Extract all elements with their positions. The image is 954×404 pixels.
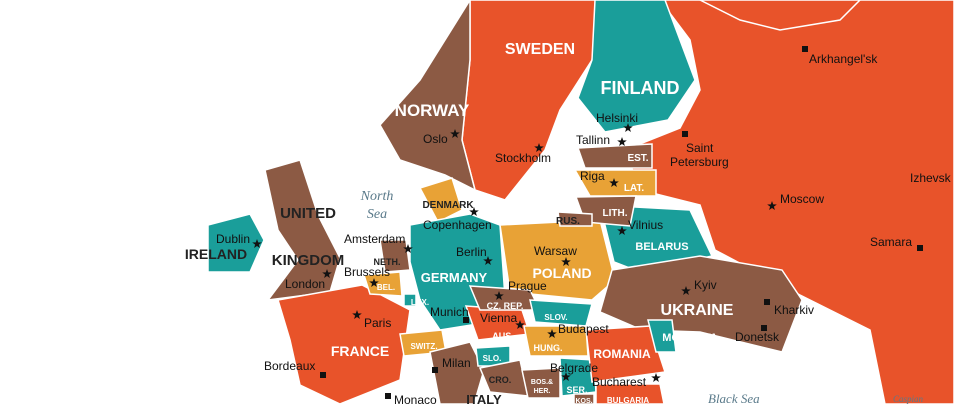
country-label: HUNG. [534, 343, 563, 353]
city-label: Amsterdam [344, 232, 405, 246]
city-label: Saint [686, 141, 714, 155]
city-label: Bucharest [592, 375, 647, 389]
country-label: KOS. [575, 398, 592, 404]
city-label: Milan [442, 356, 471, 370]
country-label: RUS. [556, 216, 580, 227]
city-label: Vilnius [628, 218, 663, 232]
city-label: Vienna [480, 311, 517, 325]
country-label: ITALY [466, 392, 502, 404]
country-label: AUS. [492, 331, 514, 341]
city-label: Dublin [216, 232, 250, 246]
country-label: BELARUS [635, 241, 688, 253]
city-label: Stockholm [495, 151, 551, 165]
city-label: Belgrade [550, 361, 598, 375]
city-label: Riga [580, 169, 605, 183]
country-label: GERMANY [421, 270, 488, 285]
city-label: Moscow [780, 192, 824, 206]
sea-label: Sea [367, 207, 387, 222]
city-label: Munich [430, 305, 469, 319]
sea-label: North [360, 189, 394, 204]
country-label: SLOV. [544, 313, 567, 322]
country-label: UKRAINE [661, 302, 734, 319]
country-label: MOLDOVA [662, 332, 717, 344]
country-label: KINGDOM [272, 252, 345, 269]
city-label: Monaco [394, 393, 437, 404]
country-label: CRO. [489, 375, 512, 385]
city-label: Brussels [344, 265, 390, 279]
country-label: LUX. [411, 298, 429, 307]
city-label: Arkhangel'sk [809, 52, 878, 66]
city-label: Copenhagen [423, 218, 492, 232]
country-label: NORWAY [395, 101, 470, 120]
city-label: Budapest [558, 322, 609, 336]
country-label: FRANCE [331, 343, 389, 359]
city-label: Berlin [456, 245, 487, 259]
city-label: Kharkiv [774, 303, 814, 317]
city-label: Donetsk [735, 330, 780, 344]
country-label: CZ. REP. [487, 301, 524, 311]
city-label: Petersburg [670, 155, 729, 169]
city-labels: Arkhangel'sk Helsinki Oslo Stockholm Tal… [216, 52, 952, 404]
sea-label: Caspian [893, 394, 924, 404]
land [207, 0, 954, 404]
country-label: BULGARIA [607, 396, 649, 404]
country-label: FINLAND [601, 78, 680, 98]
city-markers [252, 46, 923, 399]
city-label: Helsinki [596, 111, 638, 125]
country-label: LAT. [624, 183, 645, 194]
city-label: Oslo [423, 132, 448, 146]
country-label: POLAND [532, 265, 591, 281]
city-label: Warsaw [534, 244, 577, 258]
country-label: SWITZ. [410, 342, 437, 351]
city-label: Izhevsk [910, 171, 952, 185]
city-label: London [285, 277, 325, 291]
sea-label: Black Sea [708, 391, 760, 404]
country-label: EST. [627, 153, 648, 164]
city-label: Paris [364, 316, 391, 330]
country-label: HER. [534, 388, 551, 395]
country-label: IRELAND [185, 246, 247, 262]
city-label: Tallinn [576, 133, 610, 147]
country-label: ROMANIA [593, 347, 651, 361]
country-label: DENMARK [422, 200, 474, 211]
country-label: LITH. [603, 208, 628, 219]
country-label: BEL. [377, 283, 395, 292]
country-label: SWEDEN [505, 41, 575, 58]
country-labels: SWEDEN FINLAND NORWAY UNITED KINGDOM IRE… [185, 41, 734, 404]
country-label: SLO. [483, 354, 502, 363]
city-label: Prague [508, 279, 547, 293]
country-label: NETH. [374, 257, 401, 267]
city-label: Bordeaux [264, 359, 315, 373]
city-label: Kyiv [694, 278, 717, 292]
country-label: BOS.& [531, 379, 553, 386]
sea-labels: North Sea Black Sea Caspian [360, 189, 924, 404]
country-label: UNITED [280, 205, 336, 222]
city-label: Samara [870, 235, 912, 249]
country-label: SER. [566, 385, 587, 395]
